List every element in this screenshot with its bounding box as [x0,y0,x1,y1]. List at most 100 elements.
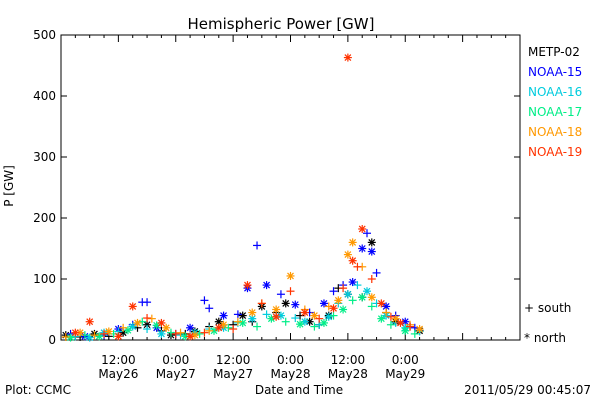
data-point [229,325,238,334]
y-tick-label-0: 0 [48,333,56,347]
data-point [186,332,195,341]
x-tick-date-3: May28 [270,367,310,381]
star-mark-d2 [368,293,376,301]
data-point [319,299,328,308]
data-point [238,318,247,327]
data-point [114,332,123,341]
star-mark-d2 [124,326,132,334]
star-mark-d2 [368,238,376,246]
data-point [358,293,367,302]
data-point [143,325,152,334]
star-mark-d2 [86,318,94,326]
data-point [377,299,386,308]
data-point [166,328,175,337]
data-point [262,281,271,290]
x-tick-date-1: May27 [156,367,196,381]
x-tick-date-5: May29 [385,367,425,381]
data-point [276,311,285,320]
chart-title: Hemispheric Power [GW] [188,15,375,33]
data-points [61,53,424,342]
star-mark-d2 [287,272,294,280]
data-point [367,293,376,302]
star-mark-d2 [377,315,385,323]
star-mark-d2 [358,245,366,252]
data-point [219,311,228,320]
data-point [281,317,290,326]
data-point [238,311,247,320]
x-axis-label: Date and Time [255,383,343,397]
data-point [71,328,80,337]
star-mark-d2 [320,319,328,327]
data-point [286,271,295,280]
star-mark-d2 [349,278,357,286]
star-mark-d2 [344,290,352,298]
data-point [143,314,152,323]
star-mark-d2 [310,312,318,320]
x-tick-label-1: 0:00 [162,353,189,367]
star-mark-d2 [291,301,299,309]
data-point [143,298,152,307]
data-point [339,284,348,293]
star-mark-d2 [157,330,165,338]
data-point [339,305,348,314]
star-mark-d2 [220,312,227,320]
x-tick-label-3: 0:00 [277,353,304,367]
x-tick-label-4: 12:00 [331,353,366,367]
star-mark-d2 [220,321,227,329]
marker-legend-entry-0: + south [524,301,571,315]
footer-plot-credit: Plot: CCMC [5,383,71,397]
y-tick-label-2: 200 [33,211,56,225]
star-mark-d2 [239,312,247,320]
star-mark-d2 [397,319,404,327]
star-mark-d2 [215,318,223,326]
data-point [253,322,262,331]
x-tick-date-2: May27 [213,367,253,381]
star-mark-d2 [244,281,251,289]
data-point [147,314,156,323]
y-tick-label-1: 100 [33,272,56,286]
data-point [253,241,262,250]
star-mark-d2 [301,309,309,316]
data-point [410,329,419,338]
data-point [138,317,147,326]
star-mark-d2 [239,319,247,327]
y-tick-label-4: 400 [33,89,56,103]
x-axis: 12:00May260:00May2712:00May270:00May2812… [60,35,521,381]
star-mark-d2 [363,287,371,295]
data-point [324,312,333,321]
data-point [300,308,309,317]
star-mark-d2 [210,327,218,335]
star-mark-d2 [416,325,424,333]
legend-entry-3: NOAA-17 [528,105,582,119]
data-point [367,238,376,247]
data-point [100,329,109,338]
data-point [195,329,204,338]
star-mark-d2 [344,54,352,61]
y-tick-label-5: 500 [33,28,56,42]
star-mark-d2 [368,248,376,255]
star-mark-d2 [162,324,170,332]
star-mark-d2 [114,332,122,340]
star-mark-d2 [157,319,165,327]
x-tick-date-4: May28 [328,367,368,381]
star-mark-d2 [392,315,400,323]
data-point [281,299,290,308]
data-point [61,332,70,341]
data-point [343,290,352,299]
star-mark-d2 [344,251,352,259]
data-point [386,312,395,321]
data-point [90,331,99,340]
data-point [205,304,214,313]
data-point [319,318,328,327]
data-point [353,281,362,290]
data-point [296,320,305,329]
star-mark-d2 [349,257,357,265]
data-point [315,314,324,323]
star-mark-d2 [325,313,333,321]
data-point [291,314,300,323]
data-point [358,224,367,233]
data-point [343,53,352,62]
data-point [224,323,233,332]
data-point [348,296,357,305]
